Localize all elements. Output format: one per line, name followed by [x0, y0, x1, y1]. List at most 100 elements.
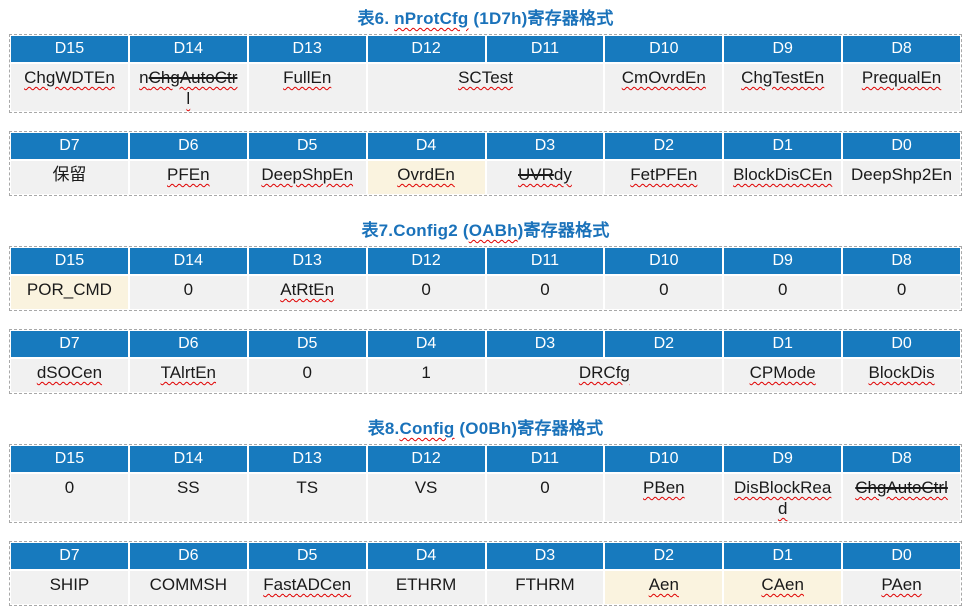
bit-header-cell: D13 — [248, 446, 366, 472]
title-text-segment: 表6. — [357, 9, 395, 28]
register-field-cell: SS — [129, 474, 247, 521]
field-name: CPMode — [749, 363, 816, 382]
register-field-cell: 0 — [129, 276, 247, 309]
bit-header-cell: D6 — [129, 331, 247, 357]
field-name: OvrdEn — [397, 165, 455, 184]
document-page: 表6. nProtCfg (1D7h)寄存器格式 D15 D14 D13 D12 D11 D… — [0, 4, 971, 606]
title-text-segment: nProtCfg — [394, 9, 469, 28]
register-field-cell: 0 — [724, 276, 842, 309]
register-field-cell: FullEn — [248, 64, 366, 111]
struck-text-segment: UVR — [518, 165, 554, 184]
field-name: dSOCen — [36, 363, 103, 382]
register-field-cell: CPMode — [724, 359, 842, 392]
bit-header-cell: D15 — [11, 446, 128, 472]
field-name: ChgAutoCtrl — [855, 478, 948, 497]
bit-header-cell: D0 — [843, 133, 960, 159]
bit-header-cell: D3 — [486, 133, 604, 159]
register-field-cell: PFEn — [129, 161, 247, 194]
title-text-segment: (O0Bh)寄存器格式 — [454, 419, 604, 438]
register-field-cell: SCTest — [367, 64, 604, 111]
table7-Config2-title: 表7.Config2 (OABh)寄存器格式 — [9, 216, 962, 241]
field-name: 0 — [540, 478, 550, 497]
field-name: FTHRM — [515, 575, 575, 594]
field-name: ETHRM — [395, 575, 457, 594]
register-field-cell: 保留 — [11, 161, 128, 194]
field-name: TAlrtEn — [160, 363, 217, 382]
bit-header-cell: D15 — [11, 248, 128, 274]
field-name: UVRdy — [518, 165, 572, 184]
bit-header-cell: D4 — [367, 331, 485, 357]
field-name: VS — [414, 478, 438, 497]
field-name: nChgAutoCtr l — [139, 68, 237, 108]
bit-header-cell: D12 — [367, 36, 485, 62]
field-name: COMMSH — [149, 575, 228, 594]
field-name: 0 — [421, 280, 431, 299]
bit-header-cell: D1 — [724, 133, 842, 159]
table8-Config-section-high-byte: D15 D14 D13 D12 D11 D10 D9 D8 0 SS TS VS 0 PBen DisBlo… — [9, 444, 962, 523]
table6-nProtCfg-section-high-byte: D15 D14 D13 D12 D11 D10 D9 D8 ChgWDTEn nChgAutoCt… — [9, 34, 962, 113]
field-name: DRCfg — [578, 363, 630, 382]
bit-header-cell: D11 — [486, 36, 604, 62]
field-name: BlockDis — [868, 363, 935, 382]
table7-Config2-section-high-byte: D15 D14 D13 D12 D11 D10 D9 D8 POR_CMD 0 AtRtEn 0 0 0 0… — [9, 246, 962, 311]
field-name: POR_CMD — [26, 280, 112, 299]
register-field-cell: dSOCen — [11, 359, 128, 392]
field-name: FetPFEn — [630, 165, 698, 184]
register-field-cell: VS — [367, 474, 485, 521]
field-name: DeepShpEn — [261, 165, 354, 184]
field-name: ChgTestEn — [741, 68, 825, 87]
text-segment: l — [186, 89, 191, 108]
register-field-cell: PAen — [843, 571, 960, 604]
field-name: 0 — [183, 280, 194, 299]
register-field-cell: FetPFEn — [605, 161, 723, 194]
bit-header-cell: D7 — [11, 133, 128, 159]
register-field-cell: 1 — [367, 359, 485, 392]
bit-header-cell: D14 — [129, 36, 247, 62]
bit-header-cell: D5 — [248, 543, 366, 569]
bit-header-cell: D10 — [605, 36, 723, 62]
field-name: 0 — [64, 478, 75, 497]
bit-header-cell: D13 — [248, 248, 366, 274]
bit-header-cell: D15 — [11, 36, 128, 62]
text-segment: n — [139, 68, 149, 87]
table6-nProtCfg-title: 表6. nProtCfg (1D7h)寄存器格式 — [9, 4, 962, 29]
bit-header-cell: D11 — [486, 248, 604, 274]
register-field-cell: ChgWDTEn — [11, 64, 128, 111]
register-field-cell: COMMSH — [129, 571, 247, 604]
register-field-cell: 0 — [486, 474, 604, 521]
register-field-cell: TAlrtEn — [129, 359, 247, 392]
field-name: 0 — [896, 280, 907, 299]
bit-header-cell: D7 — [11, 331, 128, 357]
bit-header-cell: D0 — [843, 543, 960, 569]
field-name: SHIP — [49, 575, 90, 594]
field-name: Aen — [648, 575, 679, 594]
bit-header-cell: D4 — [367, 133, 485, 159]
title-text-segment: (1D7h)寄存器格式 — [468, 9, 614, 28]
title-text-segment: Config — [399, 419, 455, 438]
field-name: PFEn — [167, 165, 210, 184]
text-segment: dy — [553, 165, 572, 184]
bit-header-cell: D10 — [605, 446, 723, 472]
register-field-cell: POR_CMD — [11, 276, 128, 309]
register-field-cell: SHIP — [11, 571, 128, 604]
bit-header-cell: D8 — [843, 446, 960, 472]
register-field-cell: DeepShp2En — [843, 161, 960, 194]
table6-nProtCfg-section-low-byte: D7 D6 D5 D4 D3 D2 D1 D0 保留 PFEn DeepShpEn OvrdEn UVR… — [9, 131, 962, 196]
register-field-cell: DeepShpEn — [248, 161, 366, 194]
bit-header-cell: D3 — [486, 331, 604, 357]
table8-Config-title: 表8.Config (O0Bh)寄存器格式 — [9, 414, 962, 439]
register-field-cell: ChgTestEn — [724, 64, 842, 111]
register-field-cell: Aen — [605, 571, 723, 604]
bit-header-cell: D9 — [724, 36, 842, 62]
register-field-cell: AtRtEn — [248, 276, 366, 309]
register-field-cell: DisBlockRea d — [724, 474, 842, 521]
bit-header-cell: D14 — [129, 446, 247, 472]
bit-header-cell: D9 — [724, 248, 842, 274]
bit-header-cell: D4 — [367, 543, 485, 569]
register-field-cell: OvrdEn — [367, 161, 485, 194]
bit-header-cell: D2 — [605, 331, 723, 357]
register-field-cell: nChgAutoCtr l — [129, 64, 247, 111]
register-field-cell: 0 — [486, 276, 604, 309]
field-name: ChgWDTEn — [24, 68, 115, 87]
title-text-segment: )寄存器格式 — [517, 221, 610, 240]
